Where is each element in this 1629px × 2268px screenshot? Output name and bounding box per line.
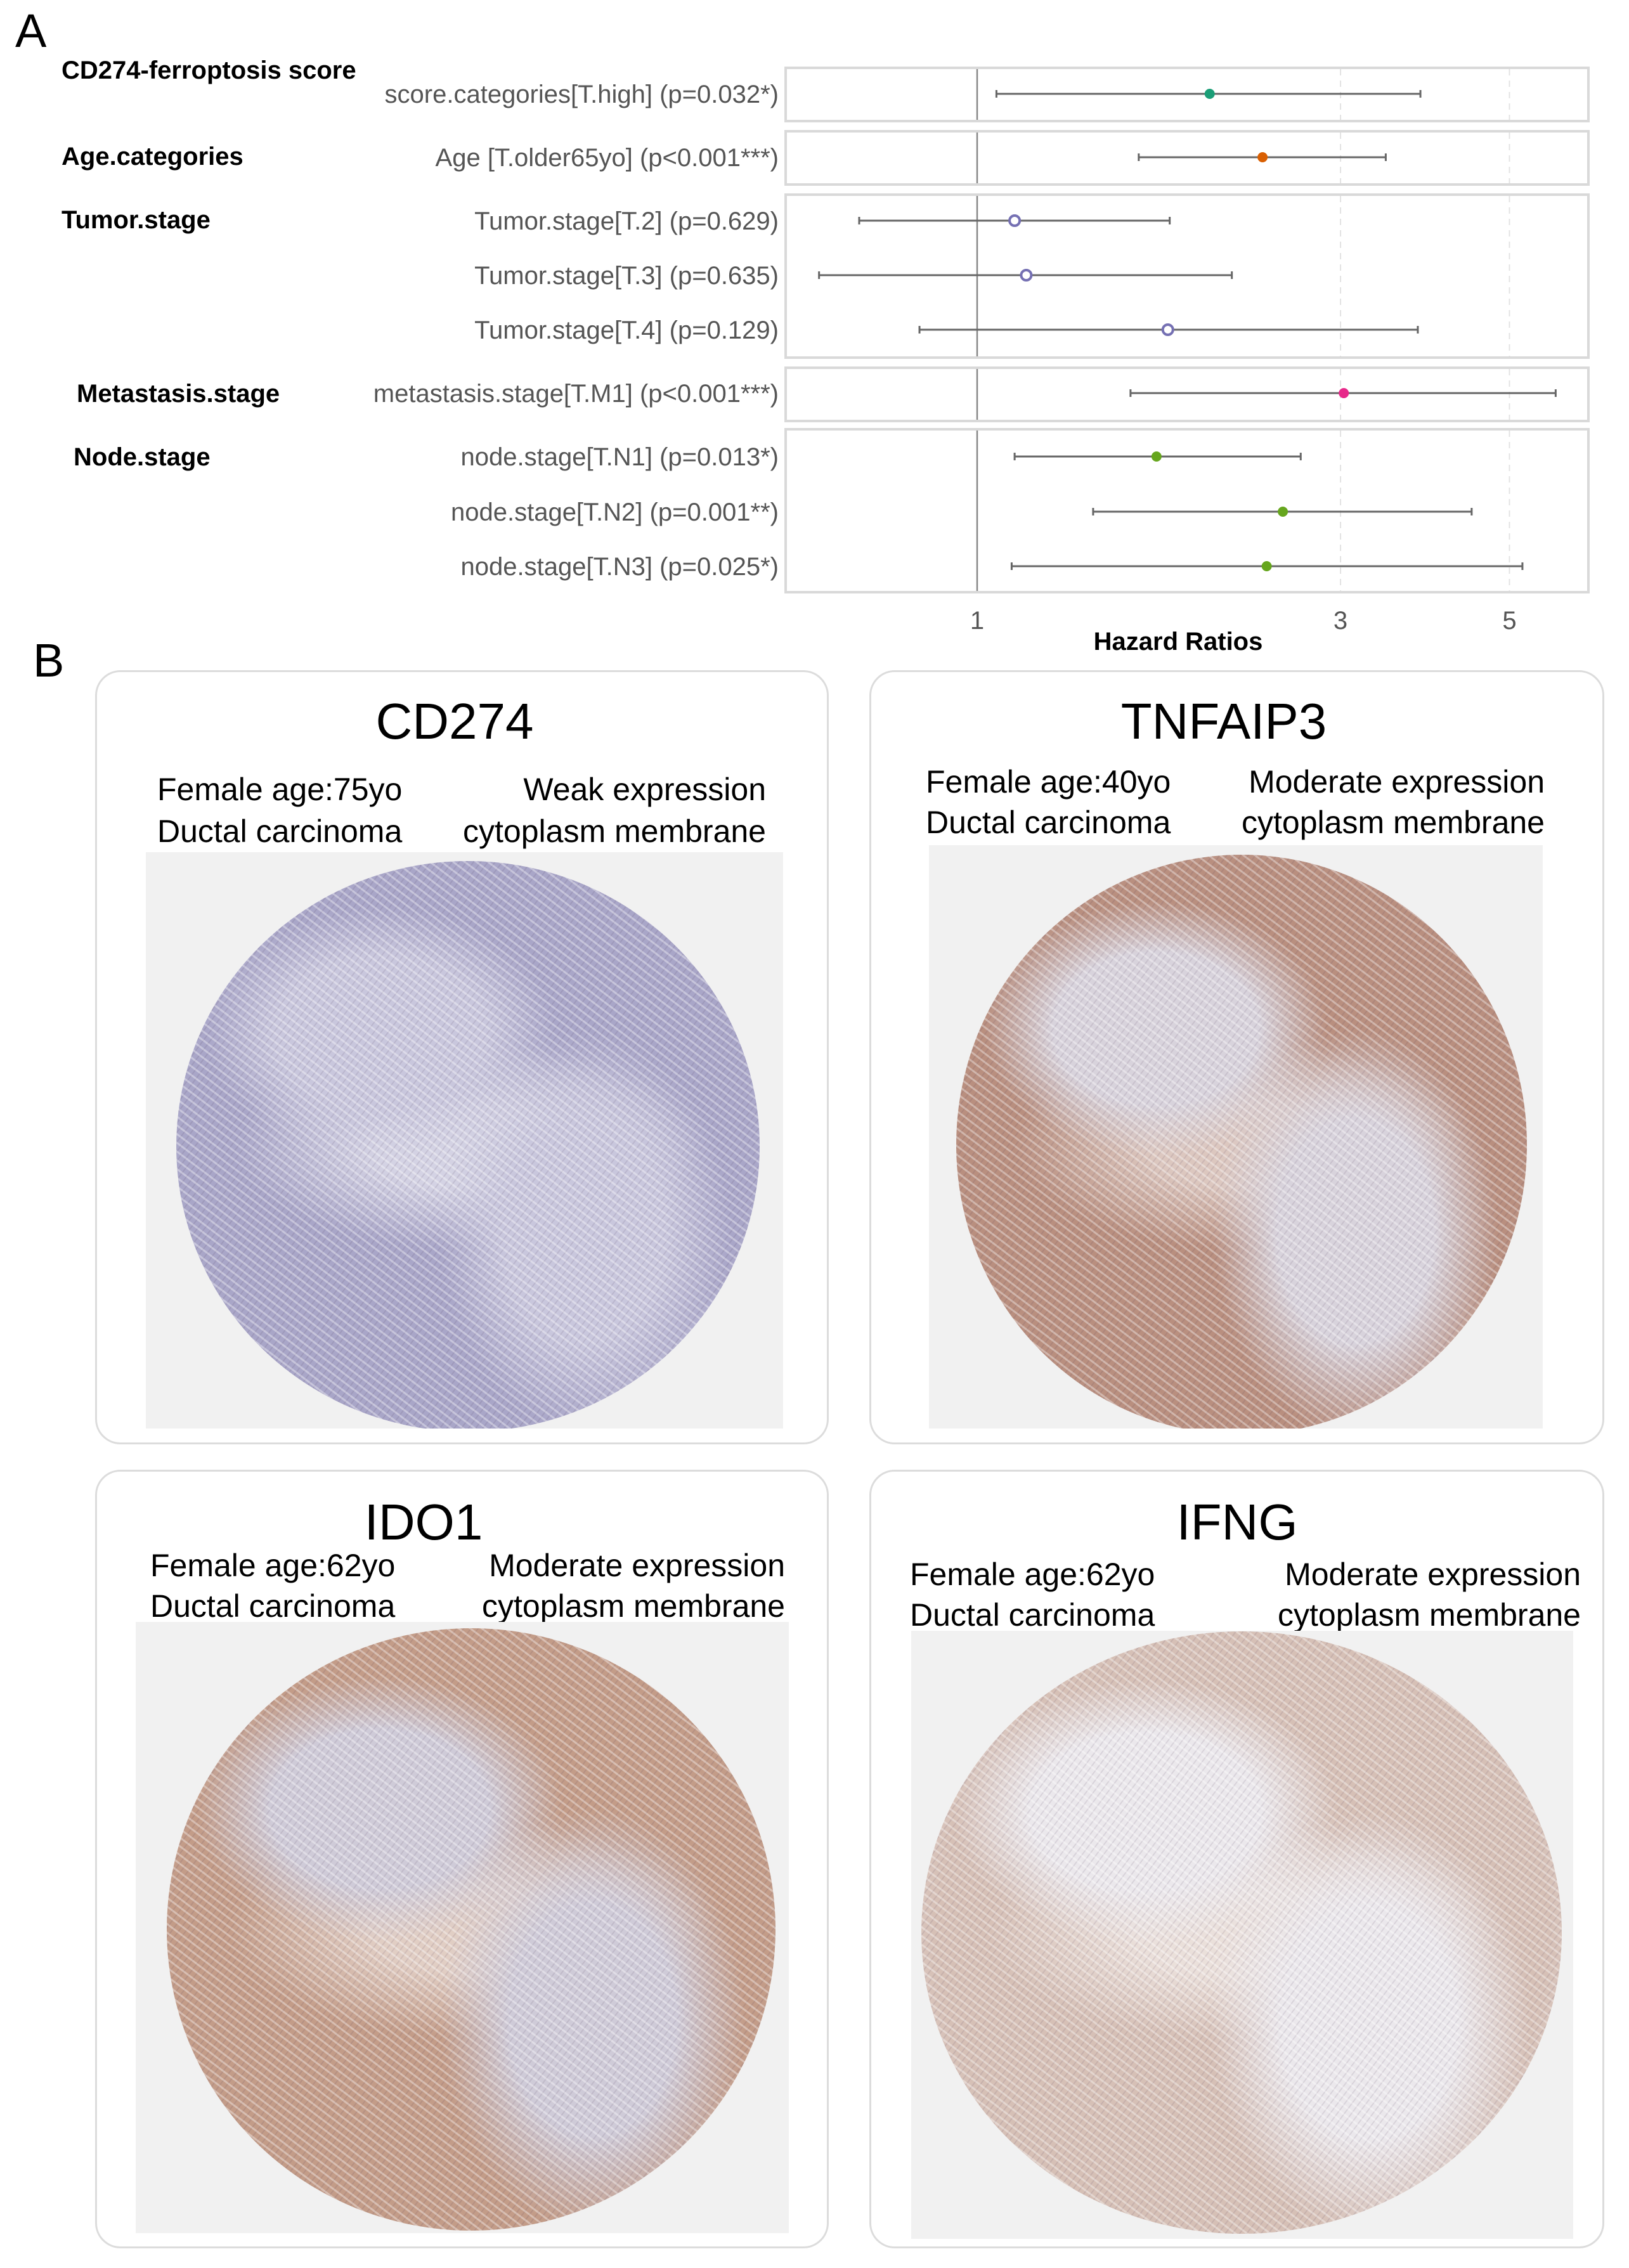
x-axis-label: Hazard Ratios [1094, 628, 1263, 656]
tissue-image [911, 1631, 1573, 2239]
row-label: metastasis.stage[T.M1] (p<0.001***) [373, 380, 779, 408]
panel-a-letter: A [15, 4, 47, 57]
x-tick-label: 3 [1334, 607, 1347, 635]
forest-plot: CD274-ferroptosis score score.categories[… [62, 56, 1590, 656]
group-label: Node.stage [74, 443, 211, 471]
row-label: score.categories[T.high] (p=0.032*) [385, 81, 779, 108]
staining-location: cytoplasm membrane [1242, 805, 1545, 840]
tissue-core [956, 855, 1527, 1429]
row-label: Tumor.stage[T.2] (p=0.629) [474, 207, 779, 235]
group-label: CD274-ferroptosis score [62, 56, 356, 84]
panel-b-letter: B [33, 634, 65, 687]
gene-title: IDO1 [364, 1494, 483, 1550]
row-label: Age [T.older65yo] (p<0.001***) [436, 144, 779, 172]
expression-level: Weak expression [523, 772, 766, 807]
expression-level: Moderate expression [1285, 1557, 1581, 1592]
hazard-ratio-point [1261, 561, 1272, 571]
histology: Ductal carcinoma [910, 1597, 1155, 1633]
group-panel-box [784, 366, 1590, 422]
row-label: node.stage[T.N1] (p=0.013*) [461, 443, 779, 471]
hazard-ratio-point [1008, 214, 1022, 227]
patient-info: Female age:40yo [926, 764, 1171, 800]
row-label: node.stage[T.N3] (p=0.025*) [461, 553, 779, 581]
gene-title: TNFAIP3 [1120, 693, 1327, 749]
x-tick-label: 1 [970, 607, 984, 635]
ihc-card: CD274 Female age:75yo Weak expression Ducta… [95, 670, 829, 1444]
ihc-card: TNFAIP3 Female age:40yo Moderate expressio… [869, 670, 1604, 1444]
hazard-ratio-point [1204, 89, 1215, 99]
tissue-image [146, 852, 783, 1429]
patient-info: Female age:75yo [157, 772, 403, 807]
staining-location: cytoplasm membrane [1278, 1597, 1581, 1633]
histology: Ductal carcinoma [150, 1588, 396, 1624]
tissue-image [136, 1622, 789, 2233]
group-label: Metastasis.stage [77, 380, 280, 408]
hazard-ratio-point [1161, 323, 1174, 336]
staining-location: cytoplasm membrane [482, 1588, 785, 1624]
staining-location: cytoplasm membrane [463, 813, 766, 849]
tissue-core [167, 1628, 776, 2231]
expression-level: Moderate expression [489, 1548, 785, 1583]
ihc-card: IDO1 Female age:62yo Moderate expression Du… [95, 1470, 829, 2248]
expression-level: Moderate expression [1249, 764, 1545, 800]
tissue-core [176, 861, 760, 1429]
patient-info: Female age:62yo [150, 1548, 396, 1583]
row-label: Tumor.stage[T.3] (p=0.635) [474, 262, 779, 290]
group-label: Age.categories [62, 143, 243, 171]
group-label: Tumor.stage [62, 206, 211, 234]
patient-info: Female age:62yo [910, 1557, 1155, 1592]
hazard-ratio-point [1020, 269, 1033, 282]
hazard-ratio-point [1151, 451, 1162, 462]
hazard-ratio-point [1339, 388, 1349, 398]
hazard-ratio-point [1278, 507, 1288, 517]
tissue-core [921, 1631, 1562, 2234]
row-label: Tumor.stage[T.4] (p=0.129) [474, 316, 779, 344]
tissue-image [929, 845, 1543, 1429]
gene-title: CD274 [375, 693, 534, 749]
ihc-card: IFNG Female age:62yo Moderate expression Du… [869, 1470, 1604, 2248]
histology: Ductal carcinoma [926, 805, 1171, 840]
gene-title: IFNG [1176, 1494, 1298, 1550]
row-label: node.stage[T.N2] (p=0.001**) [451, 498, 779, 526]
histology: Ductal carcinoma [157, 813, 403, 849]
x-tick-label: 5 [1502, 607, 1516, 635]
hazard-ratio-point [1257, 152, 1268, 162]
